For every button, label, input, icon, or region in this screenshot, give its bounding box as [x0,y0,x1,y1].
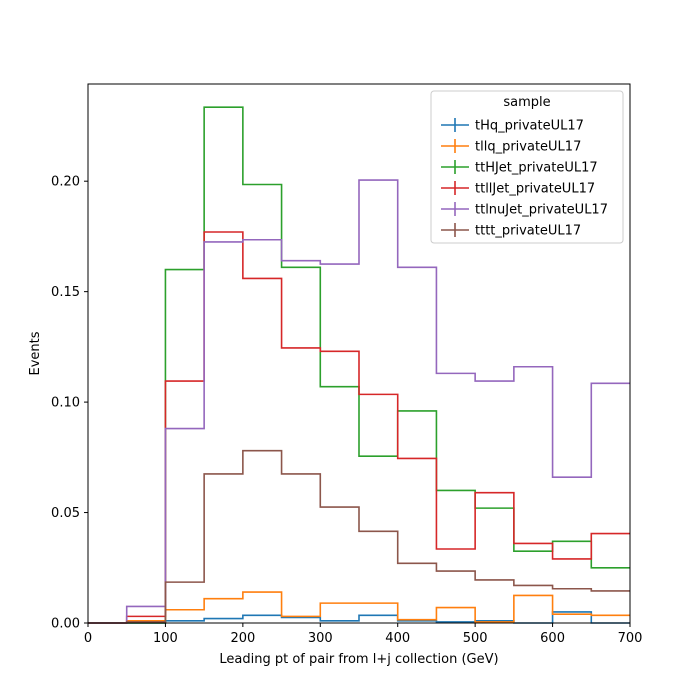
series-line-5 [88,449,630,624]
series-line-3 [88,231,630,624]
legend-entry-label: ttllJet_privateUL17 [475,182,595,197]
y-tick-label: 0.20 [51,175,80,190]
x-tick-label: 100 [153,631,178,646]
x-tick-label: 300 [308,631,333,646]
legend-entry-label: tHq_privateUL17 [475,119,584,134]
legend: sample tHq_privateUL17 tllq_privateUL17tt… [430,90,624,244]
x-axis-label: Leading pt of pair from l+j collection (… [219,652,498,667]
y-tick-label: 0.15 [51,285,80,300]
x-tick-label: 0 [84,631,92,646]
legend-entry-label: tllq_privateUL17 [475,140,581,155]
series-line-2 [88,106,630,624]
x-tick-label: 400 [385,631,410,646]
legend-entry-label: ttHJet_privateUL17 [475,161,598,176]
x-tick-label: 200 [230,631,255,646]
x-tick-label: 700 [618,631,643,646]
y-tick-label: 0.00 [51,617,80,632]
axes-frame [87,83,631,624]
legend-box [430,90,624,244]
series-line-1 [88,591,630,624]
legend-title: sample [503,95,550,110]
series-line-4 [88,179,630,624]
x-tick-label: 500 [463,631,488,646]
axes: 0 100 200 300 400 500 600 700 0.00 0.05 0.10 0.15 0.… [51,83,643,646]
legend-entry-label: tttt_privateUL17 [475,224,581,239]
legend-entry-label: ttlnuJet_privateUL17 [475,203,608,218]
y-axis-label: Events [28,331,43,375]
y-tick-label: 0.05 [51,506,80,521]
y-tick-label: 0.10 [51,396,80,411]
plot-area [88,106,630,624]
x-tick-label: 600 [540,631,565,646]
